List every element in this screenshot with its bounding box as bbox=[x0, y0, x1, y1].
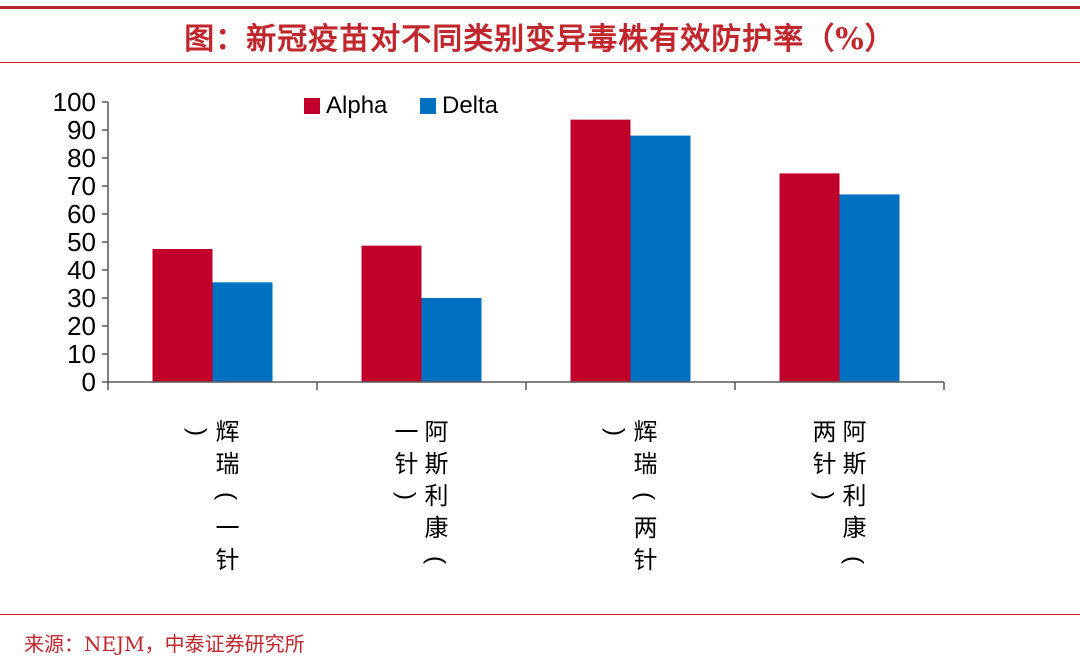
x-tick-label-char: 斯 bbox=[425, 451, 449, 478]
legend-label-delta: Delta bbox=[442, 92, 499, 119]
y-tick-label: 80 bbox=[67, 143, 96, 173]
x-tick-label-char: ) bbox=[602, 428, 629, 436]
x-tick-label-char: ) bbox=[393, 492, 420, 500]
x-tick-label-1: 辉瑞 ( 一针) bbox=[184, 419, 241, 574]
title-rule bbox=[0, 62, 1080, 63]
y-tick-label: 20 bbox=[67, 311, 96, 341]
bar-delta-3 bbox=[630, 135, 691, 382]
x-tick-label-char: 针 bbox=[634, 547, 658, 574]
x-tick-label-char: 利 bbox=[425, 483, 449, 510]
x-tick-label-char: 针 bbox=[813, 451, 837, 478]
x-tick-label-char: ( bbox=[214, 492, 241, 500]
x-tick-label-char: 瑞 bbox=[634, 451, 658, 478]
bar-delta-4 bbox=[839, 194, 900, 382]
x-tick-label-char: ) bbox=[811, 492, 838, 500]
x-tick-label-char: 瑞 bbox=[216, 451, 240, 478]
x-tick-label-char: 阿 bbox=[843, 419, 867, 446]
bar-alpha-2 bbox=[361, 245, 422, 382]
y-tick-label: 100 bbox=[53, 87, 96, 117]
x-tick-label-char: 康 bbox=[843, 515, 867, 542]
y-tick-label: 30 bbox=[67, 283, 96, 313]
legend-label-alpha: Alpha bbox=[326, 92, 388, 119]
bar-alpha-1 bbox=[152, 249, 213, 382]
x-tick-label-char: ) bbox=[184, 428, 211, 436]
x-tick-label-char: 辉 bbox=[634, 419, 658, 446]
x-tick-label-char: 一 bbox=[216, 515, 240, 542]
x-tick-label-char: 斯 bbox=[843, 451, 867, 478]
y-tick-label: 90 bbox=[67, 115, 96, 145]
top-rule bbox=[0, 6, 1080, 9]
y-tick-label: 40 bbox=[67, 255, 96, 285]
bottom-rule bbox=[0, 614, 1080, 615]
bar-delta-1 bbox=[212, 282, 273, 382]
x-tick-label-char: 一 bbox=[395, 419, 419, 446]
bar-alpha-3 bbox=[570, 119, 631, 382]
x-tick-label-char: 针 bbox=[216, 547, 240, 574]
bars bbox=[152, 119, 900, 382]
x-tick-label-char: ( bbox=[632, 492, 659, 500]
x-tick-label-char: 辉 bbox=[216, 419, 240, 446]
y-tick-label: 10 bbox=[67, 339, 96, 369]
bar-delta-2 bbox=[421, 298, 482, 382]
x-tick-label-char: 利 bbox=[843, 483, 867, 510]
source-note: 来源：NEJM，中泰证券研究所 bbox=[24, 632, 305, 656]
y-tick-label: 60 bbox=[67, 199, 96, 229]
bar-alpha-4 bbox=[779, 173, 840, 382]
y-tick-label: 50 bbox=[67, 227, 96, 257]
legend-swatch-alpha bbox=[304, 98, 320, 114]
legend-swatch-delta bbox=[420, 98, 436, 114]
y-tick-label: 0 bbox=[82, 367, 96, 397]
x-tick-label-char: 两 bbox=[634, 515, 658, 542]
legend: Alpha Delta bbox=[304, 92, 499, 119]
x-tick-label-char: ( bbox=[841, 556, 868, 564]
y-tick-label: 70 bbox=[67, 171, 96, 201]
x-tick-label-char: 针 bbox=[395, 451, 419, 478]
x-tick-label-char: 两 bbox=[813, 419, 837, 446]
x-tick-label-3: 辉瑞 ( 两针) bbox=[602, 419, 659, 574]
page-title: 图：新冠疫苗对不同类别变异毒株有效防护率（%） bbox=[184, 22, 896, 57]
x-tick-label-char: ( bbox=[423, 556, 450, 564]
x-tick-label-char: 康 bbox=[425, 515, 449, 542]
x-tick-label-char: 阿 bbox=[425, 419, 449, 446]
